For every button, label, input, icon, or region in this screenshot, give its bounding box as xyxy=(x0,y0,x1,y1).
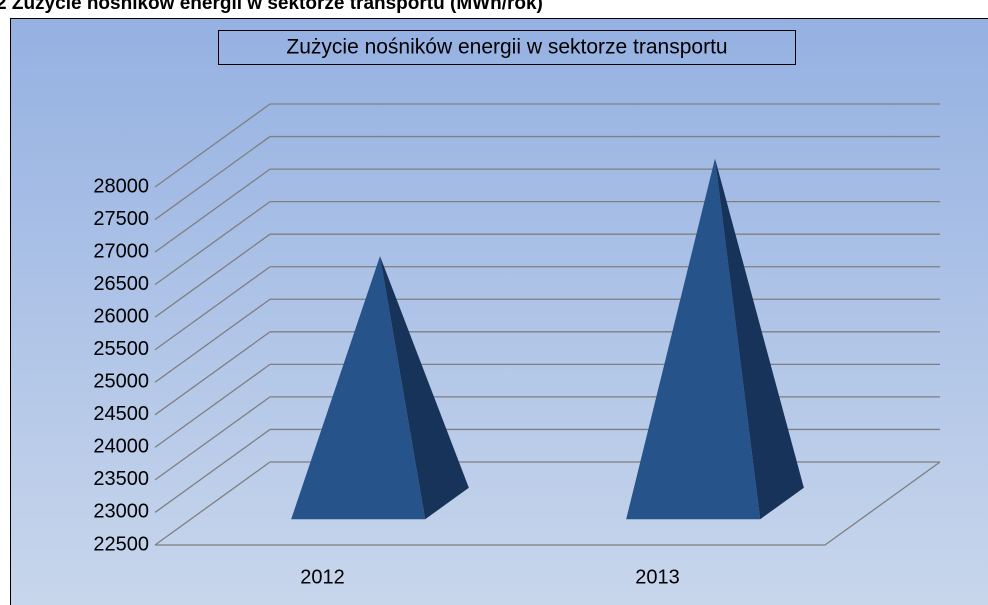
y-tick-label: 27500 xyxy=(93,208,149,230)
y-tick-label: 25000 xyxy=(93,371,149,393)
y-tick-label: 22500 xyxy=(93,533,149,555)
pyramid xyxy=(626,158,804,520)
pyramid xyxy=(291,256,469,520)
page-title: 2 Zużycie nośników energii w sektorze tr… xyxy=(0,0,543,14)
chart-area xyxy=(10,18,988,605)
grid-line-side xyxy=(154,396,271,481)
y-tick-label: 27000 xyxy=(93,240,149,262)
grid-line-side xyxy=(154,136,271,221)
grid-line-side xyxy=(154,298,271,383)
grid-line-side xyxy=(154,168,271,253)
grid-line-side xyxy=(154,103,271,188)
grid-line-side xyxy=(154,331,271,416)
y-tick-label: 26500 xyxy=(93,273,149,295)
y-tick-label: 28000 xyxy=(93,175,149,197)
grid-line-side xyxy=(154,266,271,351)
y-tick-label: 23000 xyxy=(93,501,149,523)
x-tick-label: 2013 xyxy=(635,566,680,588)
pyramid-side xyxy=(715,158,804,520)
grid-line-side xyxy=(154,363,271,448)
y-tick-label: 25500 xyxy=(93,338,149,360)
y-tick-label: 23500 xyxy=(93,468,149,490)
pyramid-front xyxy=(291,256,426,520)
pyramid-front xyxy=(626,158,761,520)
grid-line-side xyxy=(154,233,271,318)
grid-line-side xyxy=(154,201,271,286)
pyramid-side xyxy=(380,256,469,520)
x-tick-label: 2012 xyxy=(300,566,345,588)
grid-line-side xyxy=(154,428,271,513)
y-tick-label: 24000 xyxy=(93,436,149,458)
y-tick-label: 26000 xyxy=(93,305,149,327)
y-tick-label: 24500 xyxy=(93,403,149,425)
chart-title: Zużycie nośników energii w sektorze tran… xyxy=(286,36,727,59)
chart-title-box xyxy=(218,30,796,65)
floor-edge xyxy=(155,461,941,546)
grid-line-side xyxy=(154,461,271,546)
